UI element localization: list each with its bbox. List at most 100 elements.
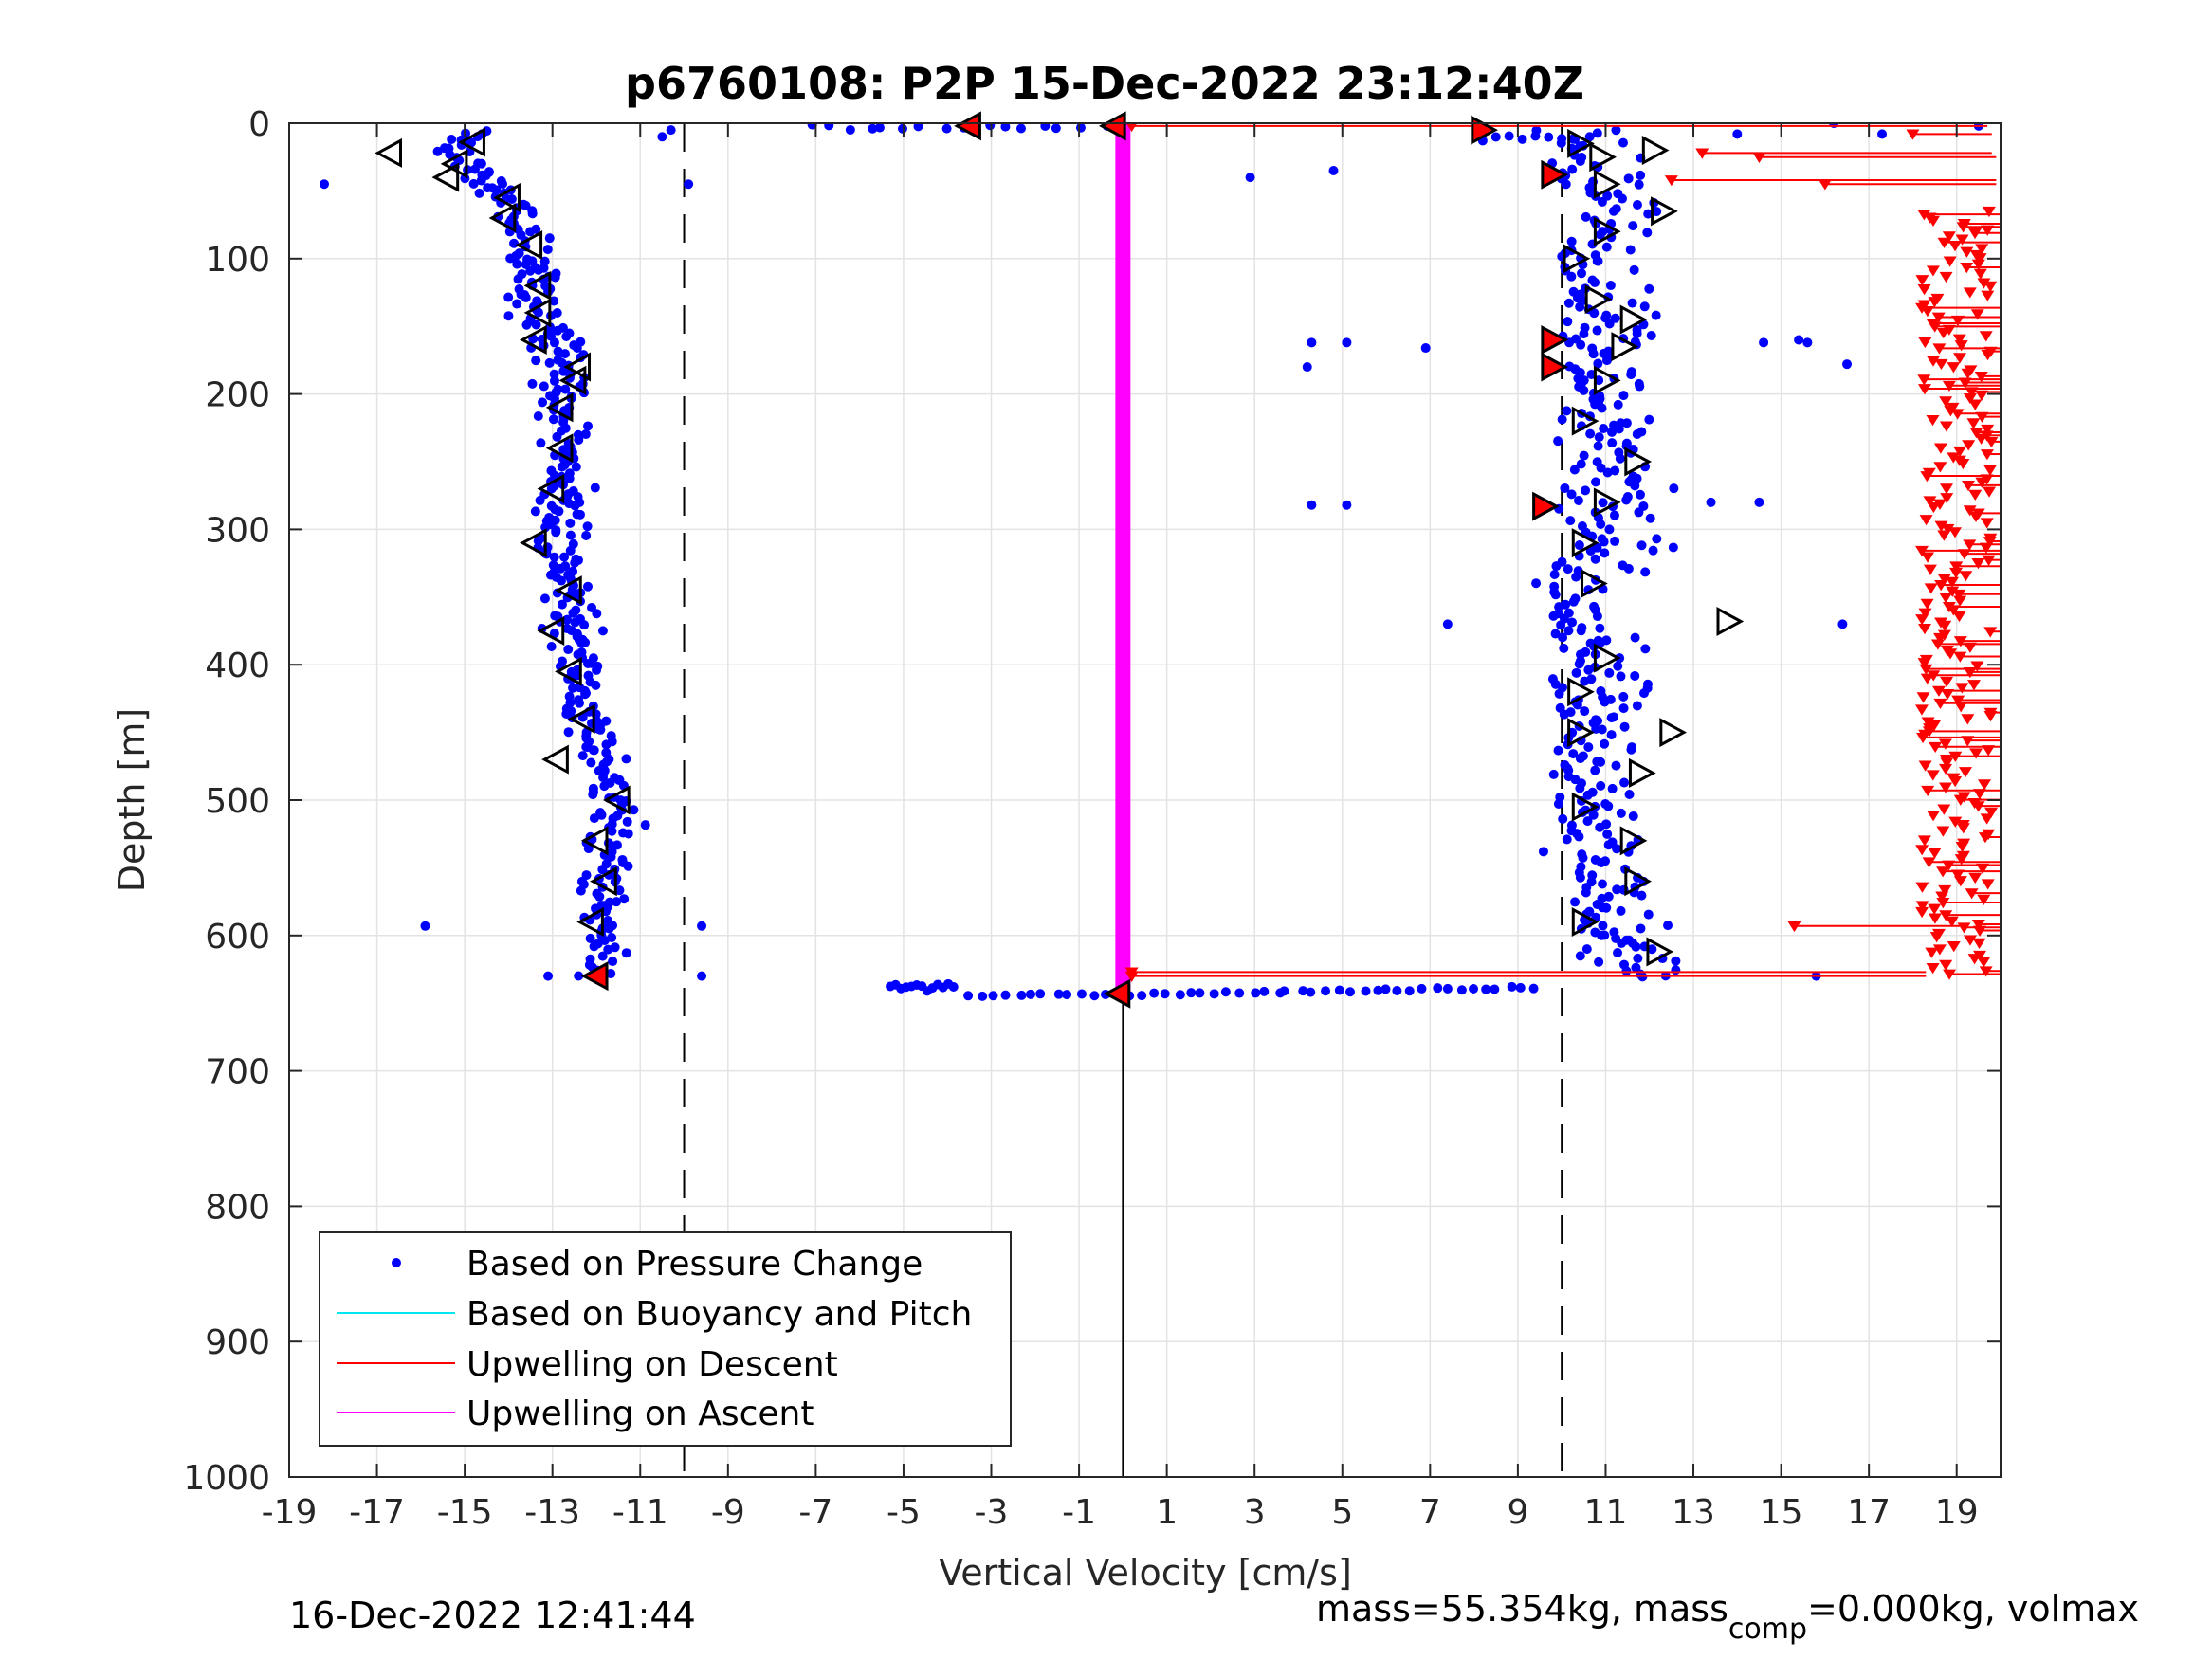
pressure-point [1608,206,1618,216]
y-tick-label: 800 [205,1188,270,1227]
pressure-point [550,272,560,283]
pressure-point [579,620,590,630]
x-tick-label: -11 [612,1493,668,1532]
descent-upwelling-marker [1926,963,1940,975]
pressure-point [1599,537,1609,547]
pressure-point [498,179,508,190]
descent-upwelling-marker [1981,290,1995,301]
pressure-point [1618,691,1629,702]
pressure-point [570,501,580,511]
descent-upwelling-marker [1962,440,1976,451]
pressure-point [1618,703,1629,714]
pressure-point [1625,245,1636,255]
pressure-point [623,861,633,871]
pressure-point [1596,757,1606,767]
pressure-point [557,462,567,472]
pressure-point [571,462,581,472]
x-tick-label: 13 [1672,1493,1715,1532]
descent-triangle-marker [555,656,582,686]
pressure-point [1611,125,1621,136]
pressure-point [1632,200,1642,210]
pressure-point [1580,706,1590,717]
pressure-point [1590,765,1600,775]
pressure-point [622,816,632,827]
descent-upwelling-marker [1915,882,1929,893]
pressure-point [623,829,633,839]
pressure-point [1053,989,1064,999]
descent-upwelling-marker [1926,265,1940,277]
descent-upwelling-marker [1917,624,1931,635]
pressure-point [1209,989,1219,999]
descent-upwelling-marker [1936,826,1950,837]
pressure-point [807,123,817,130]
y-axis-label: Depth [m] [111,708,153,893]
descent-upwelling-marker [1933,632,1947,645]
descent-upwelling-marker [1981,424,1995,436]
descent-upwelling-marker [1959,571,1973,582]
descent-upwelling-marker [1972,789,1986,800]
descent-upwelling-marker [1937,574,1951,585]
pressure-point [542,245,553,255]
pressure-point [1604,524,1615,535]
pressure-point [1604,319,1615,329]
pressure-point [1574,540,1584,551]
pressure-point [589,813,599,824]
pressure-point [614,885,625,896]
pressure-point [1568,749,1579,759]
descent-upwelling-marker [1939,271,1953,283]
pressure-point [603,944,613,955]
pressure-point [533,264,543,275]
pressure-point [1576,626,1586,636]
pressure-point [621,948,631,958]
pressure-point [559,552,570,562]
pressure-point [1442,619,1453,629]
pressure-point [561,332,572,342]
x-tick-label: -5 [887,1493,921,1532]
pressure-point [1594,432,1604,443]
y-tick-label: 200 [205,376,270,415]
ascent-triangle-marker [1628,757,1656,788]
pressure-point [1279,986,1289,996]
pressure-point [1579,385,1589,395]
ascent-triangle-marker [1593,169,1621,199]
pressure-point [1025,989,1035,999]
descent-upwelling-marker [1963,392,1977,405]
pressure-point [512,299,522,309]
pressure-point [432,146,443,156]
descent-upwelling-marker [1916,692,1930,703]
descent-upwelling-marker [1979,542,1993,554]
descent-upwelling-marker [1966,418,1981,429]
pressure-point [530,506,540,517]
descent-upwelling-marker [1945,576,1959,588]
upwelling-descent-markers [1124,123,2001,982]
pressure-point [1556,620,1566,630]
descent-triangle-marker [515,230,543,261]
pressure-point [570,617,580,628]
pressure-point [1636,540,1647,551]
pressure-point [1195,988,1205,998]
descent-upwelling-marker [1968,399,1983,410]
descent-upwelling-marker [1948,241,1963,252]
descent-upwelling-marker [1920,306,1934,318]
pressure-point [963,991,974,1001]
pressure-point [549,369,559,379]
pressure-point [1380,984,1391,994]
pressure-point [581,688,592,699]
descent-upwelling-marker [1954,340,1968,352]
pressure-point [594,891,605,902]
descent-upwelling-marker [1940,676,1954,688]
descent-upwelling-endpoint [1787,921,1801,933]
x-tick-label: 1 [1156,1493,1178,1532]
pressure-point [474,188,484,198]
descent-upwelling-marker [1967,954,1982,965]
pressure-point [874,123,885,133]
x-axis-label: Vertical Velocity [cm/s] [939,1552,1352,1594]
descent-upwelling-marker [1946,586,1960,597]
pressure-point [585,933,595,943]
pressure-point [1531,578,1542,589]
descent-upwelling-marker [1938,620,1952,631]
descent-upwelling-marker [1940,483,1954,495]
x-tick-label: -17 [349,1493,405,1532]
pressure-point [1607,783,1618,793]
pressure-point [1651,310,1661,320]
